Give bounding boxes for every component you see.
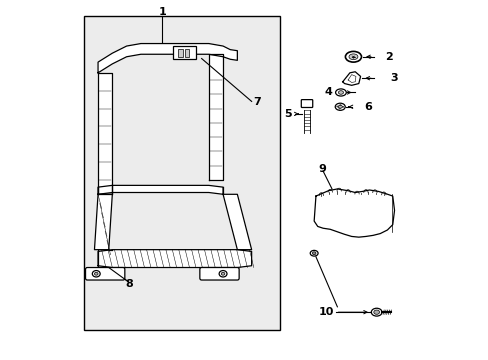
Polygon shape bbox=[223, 194, 251, 249]
Polygon shape bbox=[98, 185, 223, 194]
Text: 10: 10 bbox=[319, 307, 334, 317]
Ellipse shape bbox=[342, 106, 343, 107]
Ellipse shape bbox=[338, 91, 343, 94]
Ellipse shape bbox=[92, 271, 100, 277]
Ellipse shape bbox=[94, 273, 98, 275]
FancyBboxPatch shape bbox=[200, 267, 239, 280]
Text: 9: 9 bbox=[318, 164, 325, 174]
Polygon shape bbox=[313, 189, 394, 237]
Ellipse shape bbox=[337, 105, 342, 108]
Bar bbox=[184, 49, 189, 57]
Bar bbox=[173, 46, 196, 59]
FancyBboxPatch shape bbox=[85, 267, 124, 280]
Ellipse shape bbox=[373, 310, 379, 314]
Text: 1: 1 bbox=[158, 7, 166, 17]
Bar bbox=[83, 16, 280, 330]
Polygon shape bbox=[98, 249, 251, 267]
Text: 8: 8 bbox=[125, 279, 133, 289]
Polygon shape bbox=[94, 194, 112, 249]
Ellipse shape bbox=[338, 108, 340, 109]
Polygon shape bbox=[342, 72, 360, 85]
Ellipse shape bbox=[348, 54, 357, 60]
Ellipse shape bbox=[370, 308, 381, 316]
Text: 5: 5 bbox=[284, 109, 291, 119]
Text: 6: 6 bbox=[364, 102, 372, 112]
Ellipse shape bbox=[335, 89, 346, 96]
Polygon shape bbox=[208, 54, 223, 180]
Polygon shape bbox=[98, 44, 237, 73]
Ellipse shape bbox=[221, 273, 224, 275]
Ellipse shape bbox=[339, 104, 341, 105]
Bar bbox=[178, 49, 183, 57]
Polygon shape bbox=[98, 73, 112, 194]
Text: 7: 7 bbox=[253, 97, 260, 107]
Ellipse shape bbox=[345, 51, 361, 62]
Text: 2: 2 bbox=[384, 52, 392, 62]
Ellipse shape bbox=[336, 106, 337, 107]
Ellipse shape bbox=[309, 250, 317, 256]
Ellipse shape bbox=[335, 103, 345, 111]
Text: 4: 4 bbox=[324, 87, 331, 98]
Ellipse shape bbox=[312, 252, 315, 255]
FancyBboxPatch shape bbox=[301, 100, 312, 108]
Ellipse shape bbox=[219, 271, 226, 277]
Text: 3: 3 bbox=[389, 73, 397, 83]
